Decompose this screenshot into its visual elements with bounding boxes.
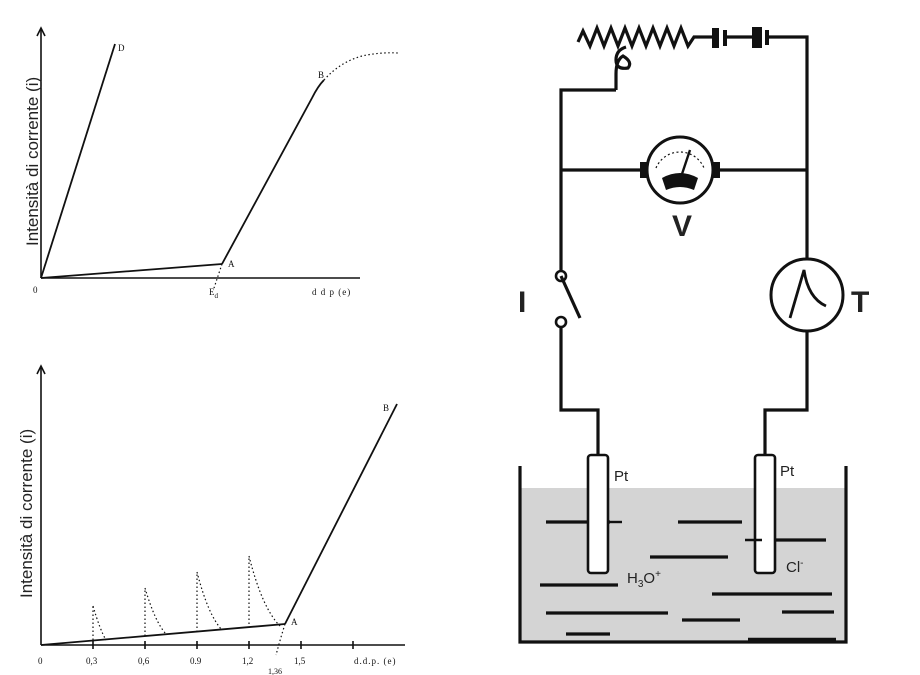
- top-y-label: Intensità di corrente (i): [23, 77, 42, 246]
- top-point-d: D: [118, 43, 125, 53]
- voltmeter-label: V: [672, 210, 692, 243]
- battery-plate-2: [723, 30, 727, 46]
- top-saturation-dotted: [323, 52, 399, 81]
- switch-lever: [559, 275, 582, 319]
- voltmeter-lug-right: [712, 162, 720, 178]
- top-line-ab: [221, 79, 325, 265]
- wire-left-to-electrode: [559, 327, 600, 455]
- top-line-d: [40, 43, 116, 279]
- cell-vessel: [518, 466, 848, 644]
- electrode-left: [586, 453, 610, 575]
- voltmeter-needle: [678, 149, 692, 181]
- bottom-point-b: B: [383, 403, 389, 413]
- top-chart: Intensità di corrente (i) 0 D B A Ed d d…: [23, 26, 399, 300]
- circuit: V I T: [518, 23, 869, 644]
- bottom-point-a: A: [291, 617, 298, 627]
- tick-label-4: 1,2: [242, 656, 253, 666]
- solution: [520, 488, 846, 642]
- electrode-left-label: Pt: [614, 468, 629, 485]
- electrode-right: [753, 453, 777, 575]
- bottom-y-label: Intensità di corrente (i): [17, 429, 36, 598]
- peak-4-decay: [248, 555, 281, 627]
- top-line-oa: [40, 263, 223, 279]
- bottom-origin-label: 0: [38, 656, 43, 666]
- tick-label-1: 0,3: [86, 656, 98, 666]
- galvanometer: [769, 257, 845, 333]
- ion-h3o-label: H3O+: [627, 569, 661, 590]
- voltmeter: [640, 135, 720, 205]
- ion-cl-label: Cl-: [786, 558, 804, 576]
- top-point-b: B: [318, 70, 324, 80]
- battery-plate-1: [712, 28, 719, 48]
- tick-label-3: 0.9: [190, 656, 202, 666]
- galvanometer-label: T: [851, 286, 869, 319]
- top-point-a: A: [228, 259, 235, 269]
- rheostat-slider: [614, 45, 632, 90]
- top-origin-label: 0: [33, 285, 38, 295]
- electrode-right-label: Pt: [780, 463, 795, 480]
- battery-plate-3: [752, 27, 762, 48]
- wire-right-to-electrode: [763, 331, 809, 455]
- switch-label: I: [518, 286, 526, 319]
- bottom-tick-marks: [92, 641, 354, 649]
- top-y-axis-arrow: [36, 26, 46, 37]
- solution-strokes: [540, 520, 836, 643]
- top-ed-label: Ed: [209, 287, 219, 300]
- tick-label-2: 0,6: [138, 656, 150, 666]
- voltmeter-base: [662, 173, 698, 190]
- rheostat: [576, 23, 700, 51]
- bottom-peaks: [92, 555, 281, 641]
- tick-label-special: 1,36: [268, 667, 282, 675]
- voltmeter-lug-left: [640, 162, 648, 178]
- peak-2-decay: [144, 587, 167, 635]
- top-ed-dotted: [213, 263, 223, 289]
- wire-left-top: [559, 88, 616, 170]
- battery-plate-4: [765, 30, 769, 45]
- bottom-y-axis-arrow: [36, 364, 46, 375]
- tick-label-5: 1,5: [294, 656, 306, 666]
- galvanometer-case: [769, 257, 845, 333]
- peak-1-decay: [92, 605, 107, 641]
- bottom-decomposition-dotted: [275, 623, 286, 656]
- switch-contact-bottom: [554, 315, 568, 329]
- galvanometer-needle: [788, 269, 827, 319]
- bottom-line-ab: [284, 403, 398, 625]
- peak-3-decay: [196, 571, 223, 631]
- voltmeter-case: [645, 135, 715, 205]
- bottom-x-label: d.d.p. (e): [354, 656, 397, 666]
- top-x-label: d d p (e): [312, 287, 351, 297]
- bottom-line-oa: [40, 623, 286, 646]
- wire-right-top: [769, 35, 809, 170]
- bottom-chart: Intensità di corrente (i) 0 0,3 0,6 0.9 …: [17, 364, 405, 675]
